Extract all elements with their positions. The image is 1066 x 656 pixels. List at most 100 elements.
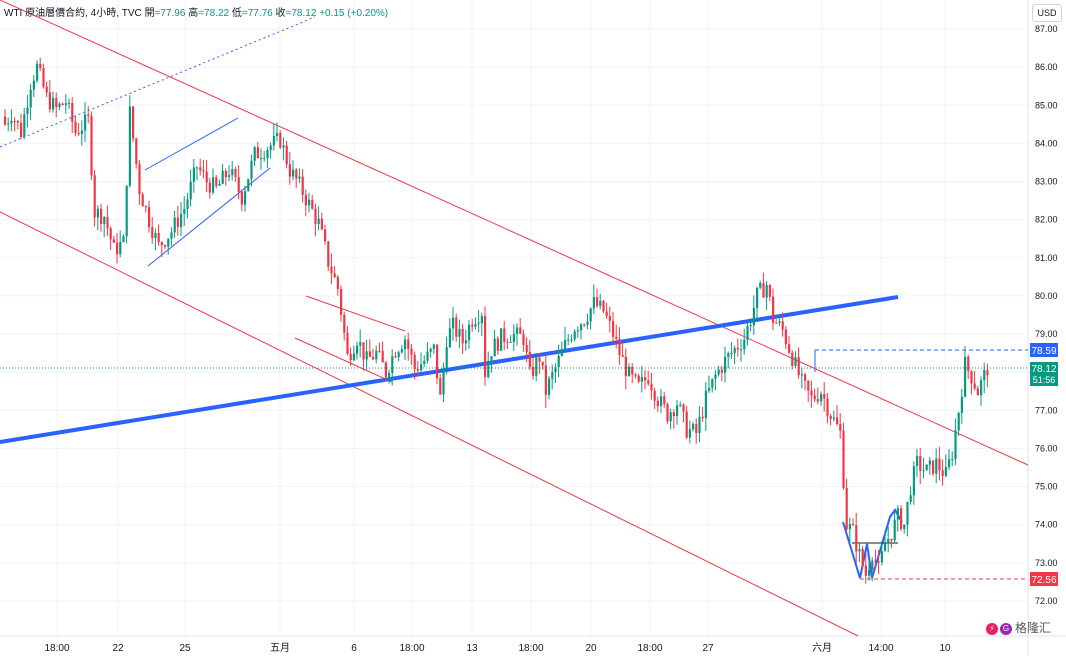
candle-up [180,213,183,227]
candle-up [765,285,768,298]
candle-down [701,416,704,418]
candle-down [656,400,659,407]
time-axis[interactable]: 18:00 22 25 五月 6 18:00 13 18:00 20 18:00 27 六月 14:00… [44,642,951,654]
candle-down [77,132,80,135]
candle-down [240,191,243,205]
candle-up [711,378,714,388]
candle-up [474,324,477,327]
watermark-text: 格隆汇 [1015,621,1052,635]
x-tick-label: 18:00 [399,643,424,654]
candle-down [237,177,240,192]
candle-down [461,328,464,344]
channel-upper-line[interactable] [0,0,1029,466]
candle-up [10,120,13,124]
symbol-label[interactable]: WTI 原油層價合約, 4小時, TVC [4,8,142,19]
candle-down [736,348,739,350]
candle-up [298,176,301,179]
candle-up [800,374,803,376]
bolt-icon: ⚡ [986,622,998,635]
candle-down [522,333,525,345]
candle-up [733,348,736,354]
candle-down [16,120,19,123]
candle-up [951,459,954,461]
candle-down [650,383,653,391]
x-tick-label: 13 [466,643,478,654]
candle-up [512,333,515,342]
candle-down [346,332,349,354]
candle-down [797,357,800,376]
y-tick-label: 81.00 [1035,253,1058,263]
y-tick-label: 82.00 [1035,215,1058,225]
candle-down [836,417,839,425]
drawings[interactable] [0,0,1029,637]
candle-down [234,168,237,178]
price-axis[interactable]: 87.00 86.00 85.00 84.00 83.00 82.00 81.00 80.00… [1035,24,1058,606]
candle-down [519,327,522,334]
candle-down [384,362,387,378]
candle-up [756,287,759,308]
candle-up [391,356,394,374]
candle-down [583,324,586,326]
candle-up [125,185,128,237]
candle-down [148,207,151,228]
candle-up [154,232,157,238]
candle-down [141,194,144,207]
candle-down [496,338,499,351]
candle-down [919,455,922,471]
candle-down [333,273,336,278]
candle-up [759,283,762,288]
y-tick-label: 87.00 [1035,24,1058,34]
close-value: =78.12 [285,8,317,19]
candle-up [490,356,493,363]
candle-down [336,277,339,290]
candle-up [404,339,407,350]
wedge-upper-line[interactable] [305,295,406,332]
y-tick-label: 84.00 [1035,138,1058,148]
candle-down [116,242,119,255]
candle-down [349,353,352,361]
candle-down [416,369,419,371]
high-value: =78.22 [198,8,230,19]
flag-upper-line[interactable] [144,117,239,171]
low-label: 低 [231,8,242,19]
channel-lower-line[interactable] [0,211,859,637]
candle-down [612,320,615,337]
candle-down [842,430,845,488]
candle-up [282,145,285,148]
price-label-current: 78.12 51:56 [1030,362,1058,386]
dotted-trendline[interactable] [0,16,316,148]
candle-down [695,423,698,434]
candle-down [986,370,989,376]
candle-down [13,120,16,122]
candle-up [23,114,26,138]
candle-down [45,86,48,93]
candle-down [295,169,298,179]
candle-down [839,424,842,431]
currency-button[interactable]: USD [1032,4,1062,22]
candle-up [196,167,199,169]
candle-down [314,208,317,224]
candle-down [605,311,608,317]
support-trendline[interactable] [0,295,899,444]
candle-up [266,150,269,159]
wedge-lower-line[interactable] [294,337,393,383]
candle-down [525,344,528,353]
y-tick-label: 79.00 [1035,329,1058,339]
candle-up [400,349,403,353]
candle-down [327,241,330,267]
candle-up [500,328,503,351]
candle-up [64,103,67,105]
candle-down [615,336,618,339]
y-tick-label: 73.00 [1035,558,1058,568]
candle-up [749,325,752,327]
candle-up [388,373,391,378]
candle-down [682,404,685,412]
candle-up [570,339,573,341]
candle-down [138,163,141,195]
candle-up [244,191,247,205]
candle-up [509,341,512,343]
x-tick-label: 22 [112,643,124,654]
candle-up [887,538,890,544]
candle-up [576,330,579,332]
